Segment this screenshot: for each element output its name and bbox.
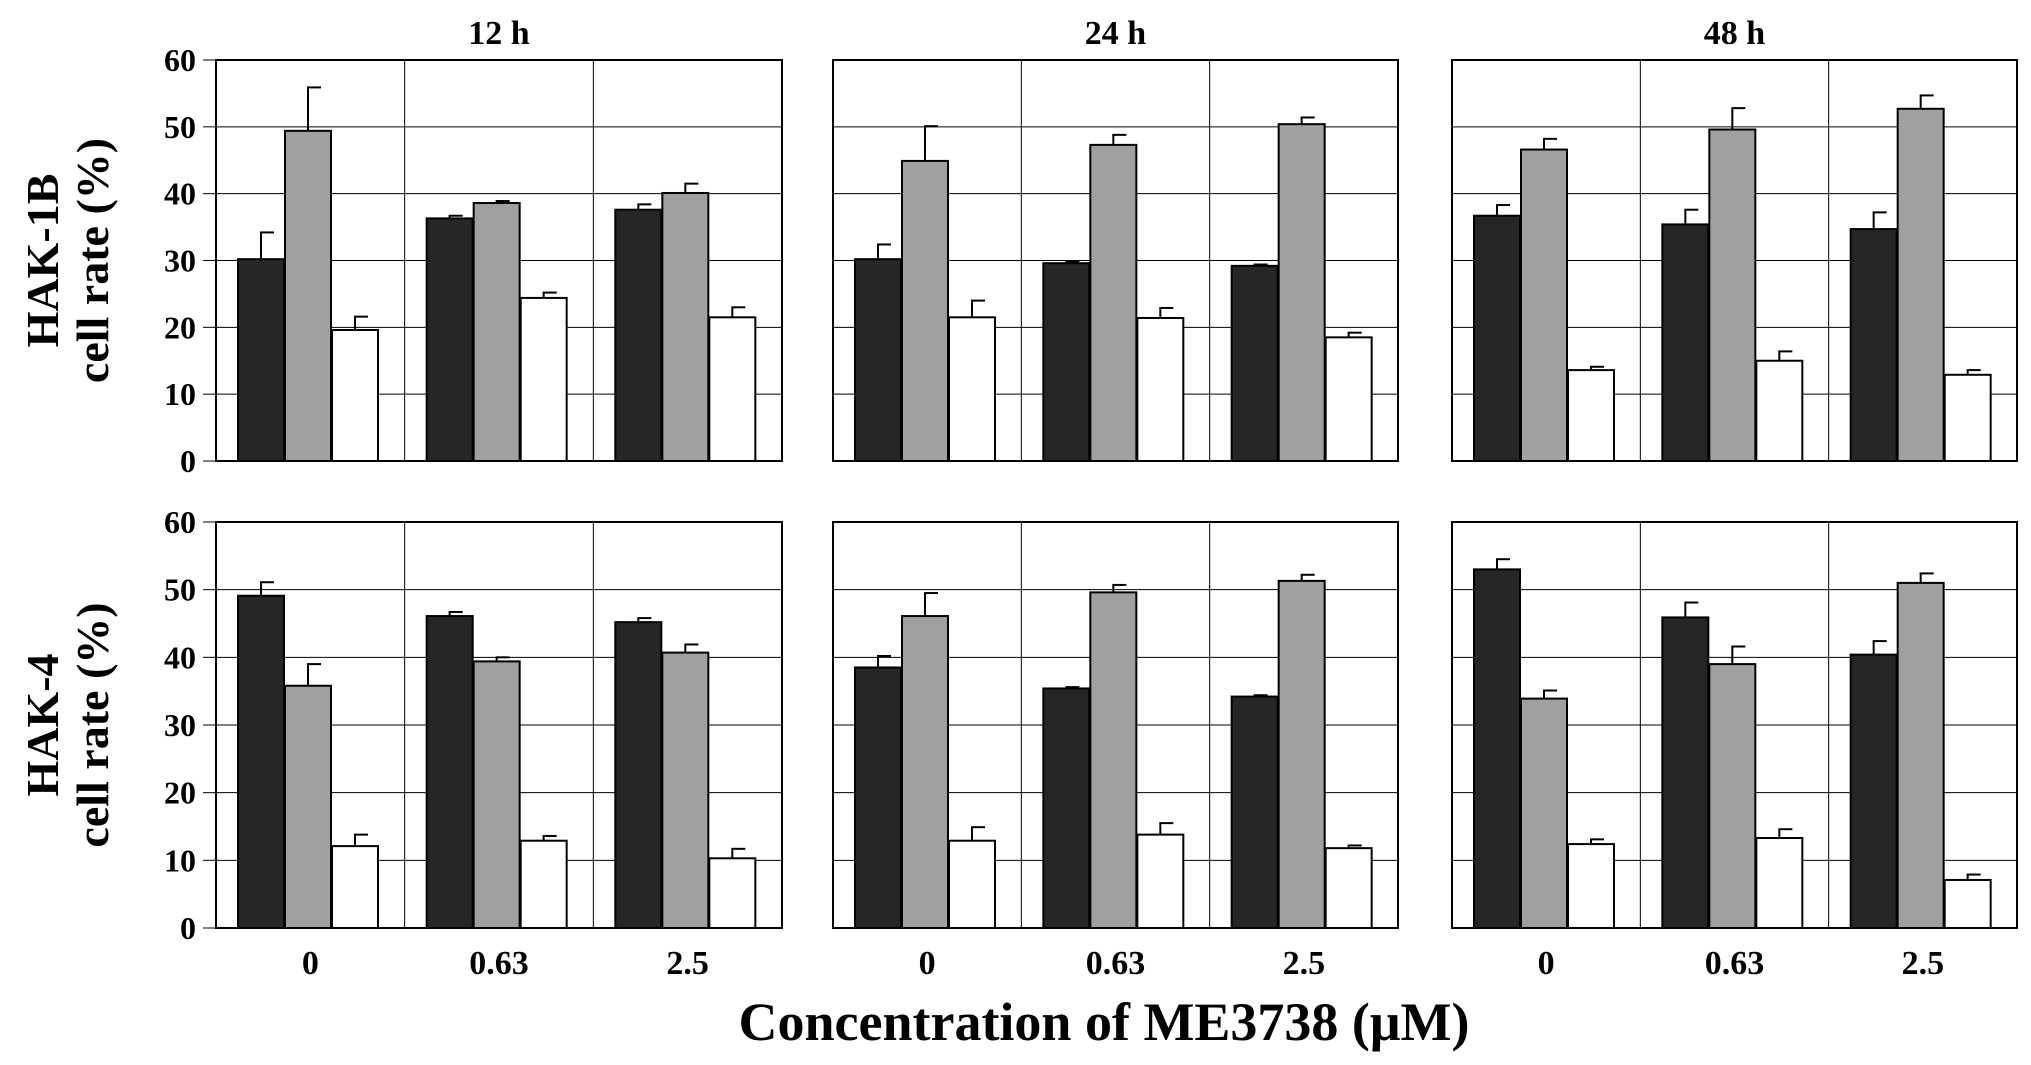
- x-tick-label: 0: [302, 945, 319, 982]
- bar-r2-p3-s3-c2: [1755, 837, 1804, 930]
- bar-r2-p3-s1-c3: [1849, 653, 1898, 929]
- bar-r2-p3-s2-c1: [1520, 697, 1568, 929]
- x-tick-label: 0.63: [1705, 945, 1765, 982]
- bar-r2-p1-s2-c2: [472, 660, 521, 929]
- bar-r1-p2-s3-c1: [948, 316, 996, 462]
- y-tick-label: 50: [164, 109, 196, 145]
- row-ylabel-line1: HAK-1B: [17, 174, 68, 348]
- bar-r1-p3-s3-c2: [1755, 359, 1804, 462]
- y-tick-label: 10: [164, 376, 196, 412]
- x-tick-label: 2.5: [666, 945, 709, 982]
- y-tick-label: 60: [164, 504, 196, 540]
- bar-r1-p2-s1-c2: [1042, 262, 1091, 462]
- bar-r2-p3-s2-c3: [1896, 581, 1945, 930]
- bar-r1-p3-s3-c1: [1567, 369, 1615, 462]
- column-title-12-h: 12 h: [468, 15, 530, 52]
- y-tick-label: 30: [164, 707, 196, 743]
- bar-r2-p2-s2-c3: [1277, 579, 1326, 929]
- x-tick-label: 2.5: [1902, 945, 1945, 982]
- bar-r1-p1-s1-c1: [237, 258, 285, 462]
- bar-r2-p2-s3-c3: [1324, 847, 1373, 929]
- bar-r2-p1-s3-c1: [331, 845, 379, 930]
- bar-r2-p2-s1-c1: [854, 666, 902, 929]
- x-axis-title: Concentration of ME3738 (μM): [739, 992, 1470, 1052]
- bar-r2-p2-s3-c1: [948, 839, 996, 930]
- bar-r1-p1-s3-c3: [708, 316, 757, 462]
- bar-r1-p3-s1-c1: [1473, 214, 1521, 462]
- bar-r1-p2-s2-c1: [901, 159, 949, 462]
- column-title-48-h: 48 h: [1704, 15, 1766, 52]
- bar-r2-p3-s3-c1: [1567, 843, 1615, 929]
- bar-r2-p2-s1-c3: [1230, 695, 1279, 930]
- bar-r2-p1-s3-c3: [708, 857, 757, 930]
- bar-r2-p3-s1-c2: [1661, 616, 1710, 929]
- bar-r1-p3-s1-c2: [1661, 223, 1710, 462]
- y-tick-label: 40: [164, 639, 196, 675]
- bar-r1-p1-s2-c1: [284, 129, 332, 463]
- bar-r2-p1-s1-c1: [237, 594, 285, 929]
- bars-layer: [237, 86, 1992, 930]
- y-tick-label: 0: [180, 910, 196, 946]
- y-tick-label: 0: [180, 443, 196, 479]
- column-title-24-h: 24 h: [1085, 15, 1147, 52]
- bar-r1-p2-s1-c1: [854, 258, 902, 462]
- bar-r2-p2-s2-c2: [1089, 591, 1138, 930]
- bar-r1-p3-s2-c2: [1708, 128, 1757, 463]
- y-tick-label: 10: [164, 842, 196, 878]
- y-tick-label: 50: [164, 572, 196, 608]
- bar-r1-p2-s2-c3: [1277, 123, 1326, 462]
- bar-r2-p2-s1-c2: [1042, 687, 1091, 930]
- bar-r2-p1-s3-c2: [519, 839, 568, 930]
- bar-r1-p3-s3-c3: [1943, 373, 1992, 462]
- y-tick-label: 20: [164, 775, 196, 811]
- bar-r2-p1-s1-c2: [425, 615, 474, 929]
- bar-r1-p1-s3-c2: [519, 296, 568, 462]
- y-tick-label: 30: [164, 243, 196, 279]
- bar-r1-p3-s1-c3: [1849, 228, 1898, 462]
- labels-layer: Concentration of ME3738 (μM) 12 h 24 h 48 …: [17, 15, 1944, 1052]
- bar-r1-p3-s2-c3: [1896, 107, 1945, 462]
- row-ylabel-1: HAK-1Bcell rate (%): [17, 138, 118, 383]
- x-tick-label: 0: [919, 945, 936, 982]
- y-tick-label: 60: [164, 42, 196, 78]
- bar-r2-p2-s3-c2: [1136, 833, 1185, 929]
- bar-r2-p3-s2-c2: [1708, 663, 1757, 929]
- bar-r2-p1-s2-c1: [284, 684, 332, 930]
- bar-r1-p1-s2-c3: [661, 191, 710, 463]
- bar-r2-p1-s1-c3: [614, 621, 663, 929]
- bar-r2-p3-s1-c1: [1473, 568, 1521, 929]
- row-ylabel-line2: cell rate (%): [67, 138, 118, 383]
- bar-r1-p2-s3-c2: [1136, 316, 1185, 462]
- row-ylabel-line2: cell rate (%): [67, 602, 118, 847]
- x-tick-label: 0: [1538, 945, 1555, 982]
- y-tick-label: 20: [164, 309, 196, 345]
- bar-r2-p2-s2-c1: [901, 615, 949, 929]
- row-ylabel-line1: HAK-4: [17, 653, 68, 796]
- bar-r1-p2-s1-c3: [1230, 264, 1279, 463]
- bar-r1-p1-s2-c2: [472, 202, 521, 462]
- x-tick-label: 2.5: [1283, 945, 1326, 982]
- bar-r1-p2-s2-c2: [1089, 143, 1138, 462]
- y-tick-label: 40: [164, 176, 196, 212]
- bar-r1-p3-s2-c1: [1520, 148, 1568, 462]
- bar-r1-p1-s1-c3: [614, 208, 663, 462]
- row-ylabel-2: HAK-4cell rate (%): [17, 602, 118, 847]
- x-tick-label: 0.63: [469, 945, 529, 982]
- bar-r1-p2-s3-c3: [1324, 336, 1373, 463]
- bar-r1-p1-s3-c1: [331, 329, 379, 462]
- bar-r1-p1-s1-c2: [425, 217, 474, 462]
- x-tick-label: 0.63: [1086, 945, 1146, 982]
- bar-r2-p3-s3-c3: [1943, 878, 1992, 929]
- bar-r2-p1-s2-c3: [661, 651, 710, 929]
